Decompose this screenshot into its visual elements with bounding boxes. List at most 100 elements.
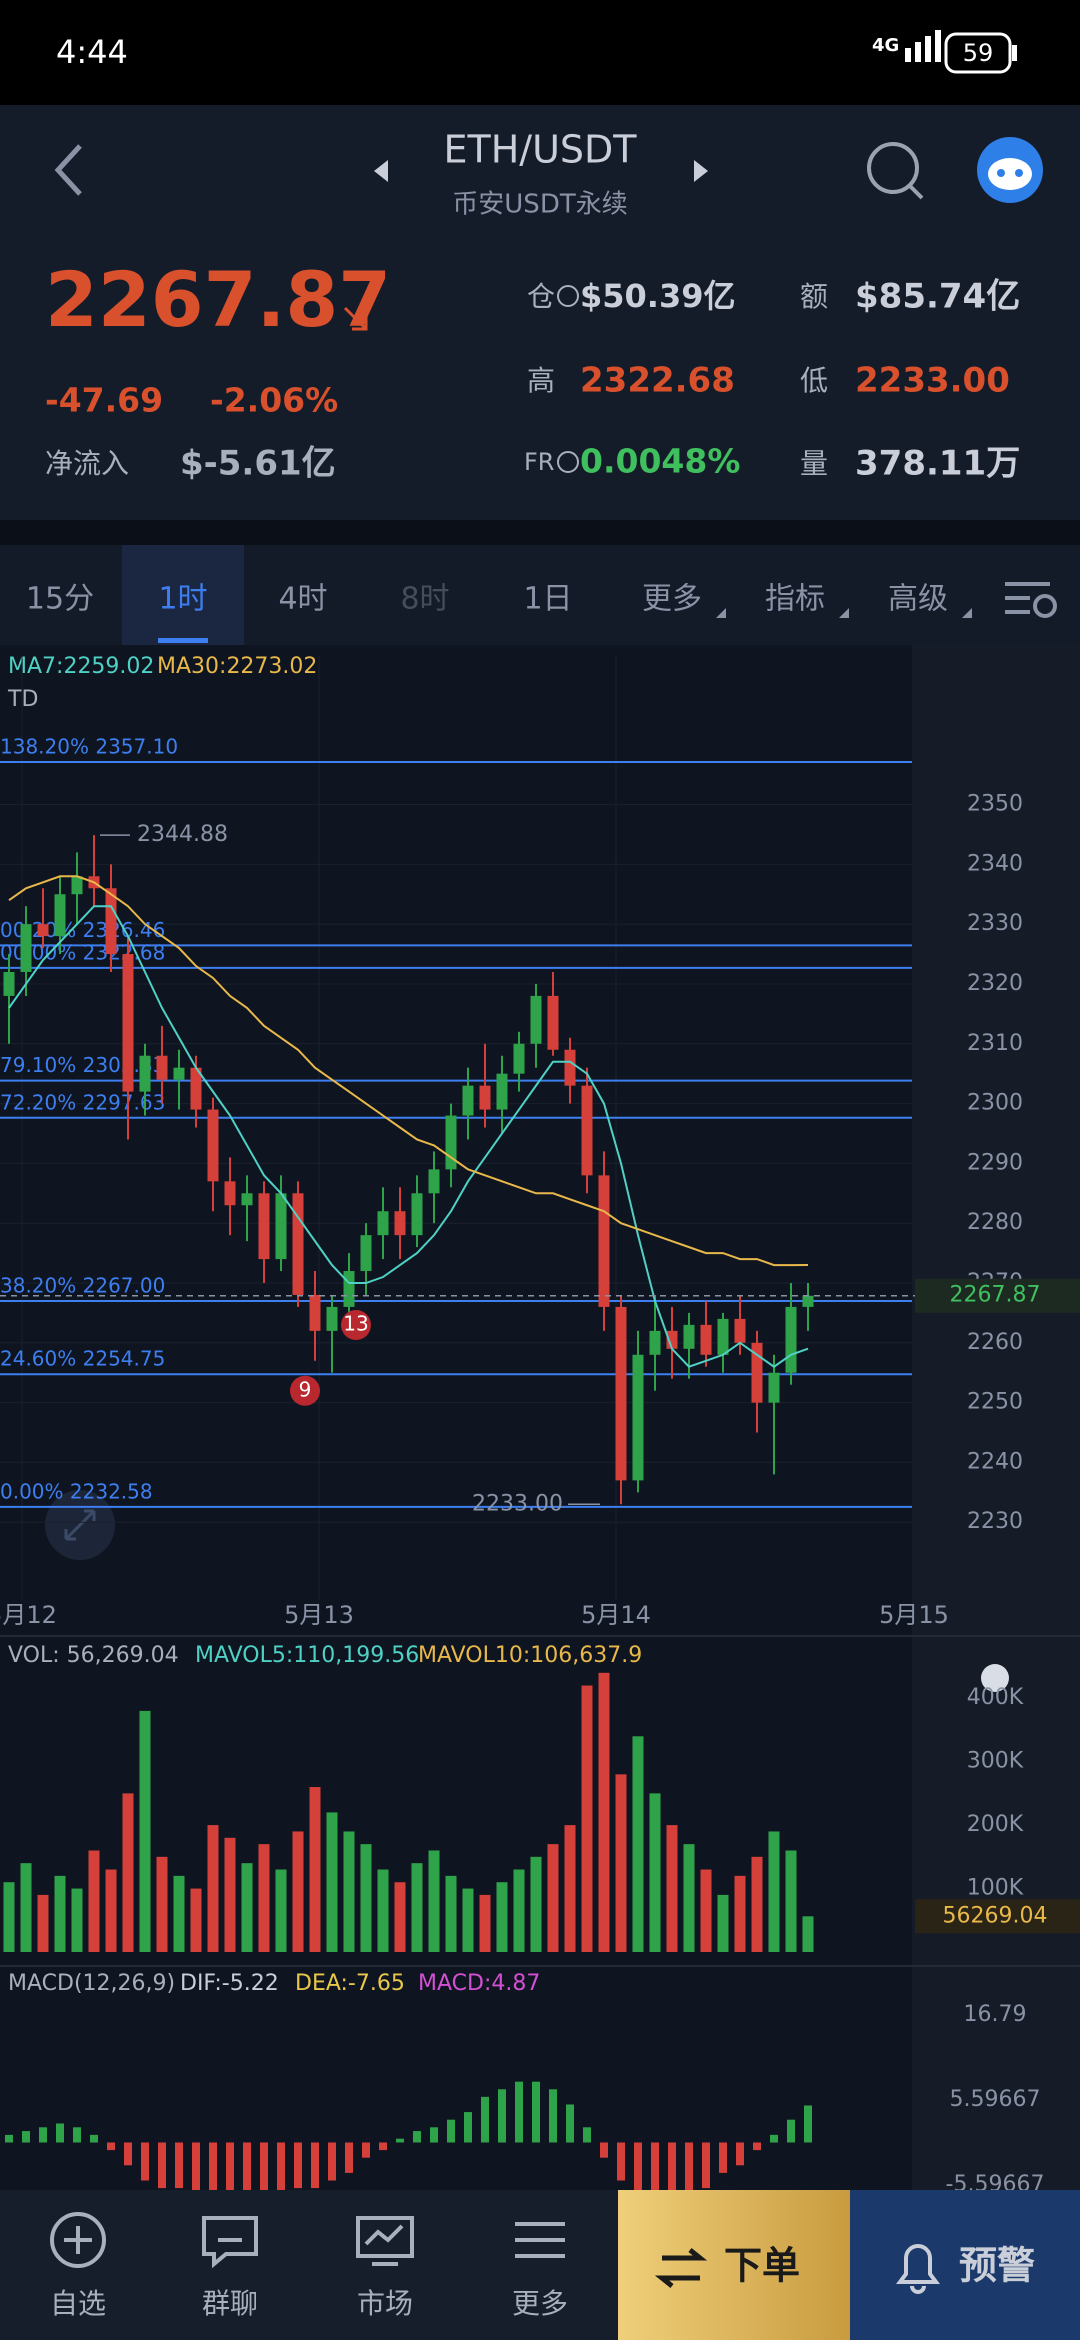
volume-bar: [360, 1844, 372, 1952]
candle-body: [224, 1181, 236, 1206]
volume-bar: [71, 1888, 83, 1952]
stat-value: 2322.68: [580, 361, 735, 401]
candle-body: [513, 1043, 525, 1074]
candle-body: [615, 1306, 627, 1481]
volume-bar: [122, 1793, 134, 1952]
candle-body: [411, 1193, 423, 1236]
stat-value: 2233.00: [855, 361, 1010, 401]
candle-body: [785, 1306, 797, 1373]
prev-pair[interactable]: [374, 160, 388, 182]
candle-body: [394, 1211, 406, 1236]
stat-label: 额: [800, 280, 828, 313]
candle-body: [20, 924, 32, 972]
macd-bar: [685, 2142, 693, 2190]
candle-body: [156, 1055, 168, 1080]
macd-bar: [430, 2127, 438, 2143]
y-tick-label: 2350: [967, 792, 1023, 817]
macd-bar: [498, 2089, 506, 2143]
volume-bar: [377, 1869, 389, 1952]
macd-bar: [651, 2142, 659, 2190]
macd-bar: [56, 2123, 64, 2143]
candle-body: [649, 1330, 661, 1355]
swap-icon: [654, 2248, 708, 2288]
tab[interactable]: 15分: [26, 582, 94, 617]
help-icon[interactable]: [557, 451, 579, 473]
settings-button[interactable]: [1005, 582, 1057, 618]
vol-legend: VOL: 56,269.04: [8, 1643, 179, 1668]
tab[interactable]: 4时: [278, 582, 327, 617]
macd-bar: [770, 2134, 778, 2143]
td-legend: TD: [7, 687, 38, 712]
tab[interactable]: 高级: [888, 582, 948, 617]
volume-bar: [258, 1844, 270, 1952]
search-button[interactable]: [867, 142, 924, 200]
battery: [944, 32, 1012, 74]
volume-bar: [326, 1812, 338, 1952]
fib-label: 138.20% 2357.10: [0, 735, 178, 759]
macd-bar: [73, 2127, 81, 2143]
avatar[interactable]: [977, 137, 1043, 203]
candle-body: [428, 1169, 440, 1194]
candle-body: [445, 1115, 457, 1170]
candle-body: [173, 1067, 185, 1080]
macd-bar: [583, 2127, 591, 2143]
volume-bar: [139, 1710, 151, 1952]
macd-bar: [787, 2119, 795, 2143]
macd-bar: [702, 2142, 710, 2189]
volume-bar: [20, 1863, 32, 1952]
candle-body: [479, 1085, 491, 1110]
candle-body: [598, 1175, 610, 1307]
y-tick-label: 2260: [967, 1330, 1023, 1355]
macd-bar: [158, 2142, 166, 2189]
ma30-line: [8, 875, 809, 1267]
macd-bar: [226, 2142, 234, 2190]
battery-tip: [1012, 45, 1017, 61]
order-button[interactable]: [618, 2190, 850, 2340]
candle-body: [241, 1193, 253, 1206]
nav-label[interactable]: 自选: [50, 2287, 106, 2320]
order-label[interactable]: 下单: [724, 2244, 800, 2288]
tab[interactable]: 指标: [765, 582, 825, 617]
x-tick-label: 5月15: [879, 1601, 949, 1629]
nav-label[interactable]: 更多: [512, 2287, 568, 2320]
macd-bar: [345, 2142, 353, 2173]
next-pair[interactable]: [694, 160, 708, 182]
nav-label[interactable]: 市场: [357, 2287, 413, 2320]
dea-legend: DEA:-7.65: [295, 1971, 405, 1996]
volume-bar: [700, 1869, 712, 1952]
fib-label: 0.00% 2232.58: [0, 1479, 153, 1503]
back-button[interactable]: [54, 144, 82, 196]
last-price-box: [915, 1278, 1080, 1313]
volume-bar: [3, 1882, 15, 1952]
ma7-legend: MA7:2259.02: [8, 654, 154, 679]
y-tick-label: 2330: [967, 911, 1023, 936]
macd-tick-label: 16.79: [964, 2002, 1027, 2027]
signal: [905, 30, 941, 62]
fib-label: 79.10% 2303.83: [0, 1053, 165, 1077]
help-icon[interactable]: [557, 285, 579, 307]
macd-bar: [396, 2138, 404, 2143]
candle-body: [717, 1318, 729, 1355]
y-tick-label: 2320: [967, 971, 1023, 996]
volume-bar: [37, 1894, 49, 1952]
nav-label[interactable]: 群聊: [202, 2287, 258, 2320]
network: 4G: [872, 35, 899, 56]
y-tick-label: 2290: [967, 1150, 1023, 1175]
pair[interactable]: ETH/USDT: [443, 128, 637, 172]
volume-bar: [717, 1894, 729, 1952]
tab[interactable]: 1日: [523, 582, 572, 617]
macd-bar: [260, 2142, 268, 2190]
tab[interactable]: 更多: [642, 582, 702, 617]
candle-body: [275, 1193, 287, 1260]
volume-bar: [598, 1672, 610, 1952]
macd-bar: [90, 2134, 98, 2143]
vol-tick-label: 200K: [967, 1812, 1024, 1837]
candle-body: [751, 1342, 763, 1403]
alert-label[interactable]: 预警: [959, 2244, 1035, 2288]
tab[interactable]: 1时: [158, 582, 207, 617]
collapse-button[interactable]: [981, 1664, 1009, 1692]
alert-button[interactable]: [850, 2190, 1080, 2340]
macd-bar: [107, 2142, 115, 2151]
active-tab-bg: [122, 545, 244, 645]
